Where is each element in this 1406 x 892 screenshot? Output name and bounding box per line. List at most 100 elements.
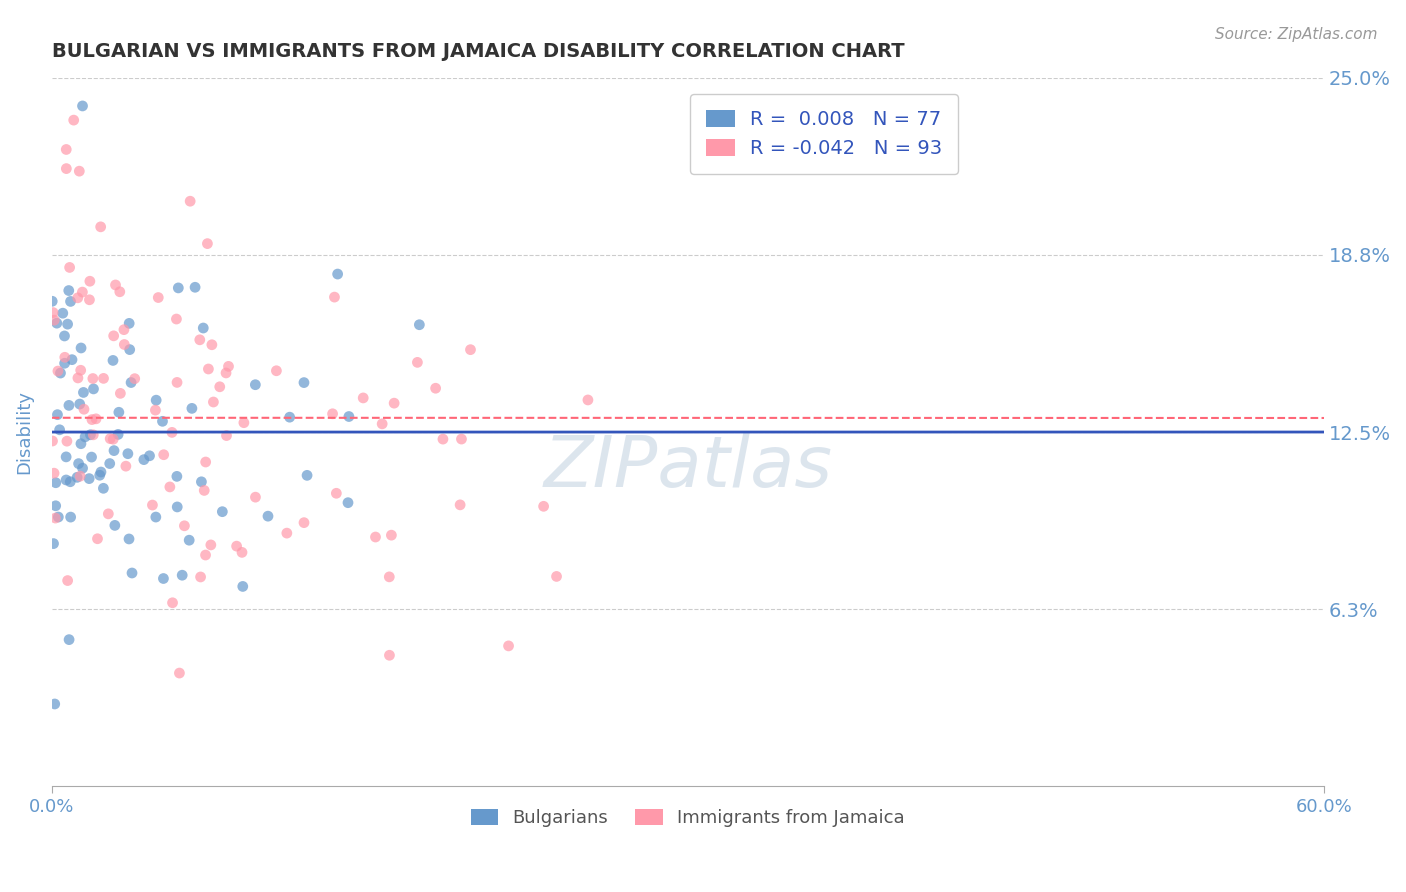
Point: [55, 143, 77, 157]
Point: [66, 470, 89, 484]
Point: [59, 475, 82, 489]
Point: [194, 455, 217, 469]
Point: [98, 457, 121, 471]
Point: [110, 386, 132, 401]
Point: [166, 469, 188, 483]
Point: [56, 434, 79, 449]
Y-axis label: Disability: Disability: [15, 390, 32, 474]
Point: [408, 318, 430, 332]
Point: [425, 381, 447, 395]
Point: [218, 359, 240, 374]
Point: [108, 405, 131, 419]
Point: [52, 306, 75, 320]
Point: [245, 490, 267, 504]
Point: [193, 321, 215, 335]
Point: [167, 281, 190, 295]
Point: [42, 305, 65, 319]
Point: [371, 417, 394, 431]
Point: [67, 457, 90, 471]
Point: [449, 498, 471, 512]
Point: [41, 294, 63, 309]
Point: [460, 343, 482, 357]
Point: [55, 161, 77, 176]
Point: [188, 333, 211, 347]
Point: [378, 648, 401, 663]
Point: [232, 579, 254, 593]
Point: [145, 393, 167, 408]
Point: [59, 510, 82, 524]
Point: [103, 432, 125, 446]
Point: [118, 343, 141, 357]
Point: [145, 510, 167, 524]
Point: [202, 395, 225, 409]
Point: [59, 294, 82, 309]
Point: [107, 427, 129, 442]
Point: [112, 337, 135, 351]
Point: [292, 516, 315, 530]
Point: [59, 260, 82, 275]
Point: [77, 472, 100, 486]
Point: [97, 507, 120, 521]
Point: [103, 329, 125, 343]
Point: [292, 376, 315, 390]
Point: [66, 291, 89, 305]
Point: [42, 536, 65, 550]
Point: [82, 382, 104, 396]
Point: [165, 312, 187, 326]
Point: [152, 448, 174, 462]
Point: [62, 113, 84, 128]
Point: [231, 545, 253, 559]
Point: [200, 538, 222, 552]
Point: [98, 432, 121, 446]
Point: [180, 401, 202, 416]
Point: [84, 412, 107, 426]
Point: [112, 323, 135, 337]
Point: [101, 353, 124, 368]
Point: [576, 392, 599, 407]
Point: [120, 376, 142, 390]
Point: [82, 427, 104, 442]
Point: [498, 639, 520, 653]
Point: [193, 483, 215, 498]
Point: [90, 465, 112, 479]
Point: [53, 329, 76, 343]
Point: [108, 285, 131, 299]
Point: [44, 697, 66, 711]
Point: [58, 284, 80, 298]
Point: [322, 407, 344, 421]
Point: [179, 533, 201, 548]
Point: [80, 412, 103, 426]
Point: [58, 632, 80, 647]
Point: [115, 459, 138, 474]
Point: [93, 371, 115, 385]
Point: [69, 397, 91, 411]
Point: [352, 391, 374, 405]
Point: [169, 666, 191, 681]
Point: [67, 164, 90, 178]
Text: ZIPatlas: ZIPatlas: [543, 433, 832, 502]
Point: [69, 469, 91, 483]
Point: [45, 475, 67, 490]
Point: [75, 430, 97, 444]
Point: [160, 425, 183, 440]
Point: [276, 526, 298, 541]
Point: [172, 568, 194, 582]
Point: [179, 194, 201, 209]
Point: [56, 317, 79, 331]
Point: [69, 363, 91, 377]
Point: [232, 416, 254, 430]
Point: [104, 518, 127, 533]
Point: [152, 572, 174, 586]
Point: [73, 402, 96, 417]
Point: [117, 447, 139, 461]
Point: [89, 468, 111, 483]
Legend: Bulgarians, Immigrants from Jamaica: Bulgarians, Immigrants from Jamaica: [464, 801, 912, 834]
Point: [86, 532, 108, 546]
Point: [190, 570, 212, 584]
Point: [159, 480, 181, 494]
Point: [190, 475, 212, 489]
Point: [44, 511, 66, 525]
Point: [208, 380, 231, 394]
Point: [295, 468, 318, 483]
Point: [46, 408, 69, 422]
